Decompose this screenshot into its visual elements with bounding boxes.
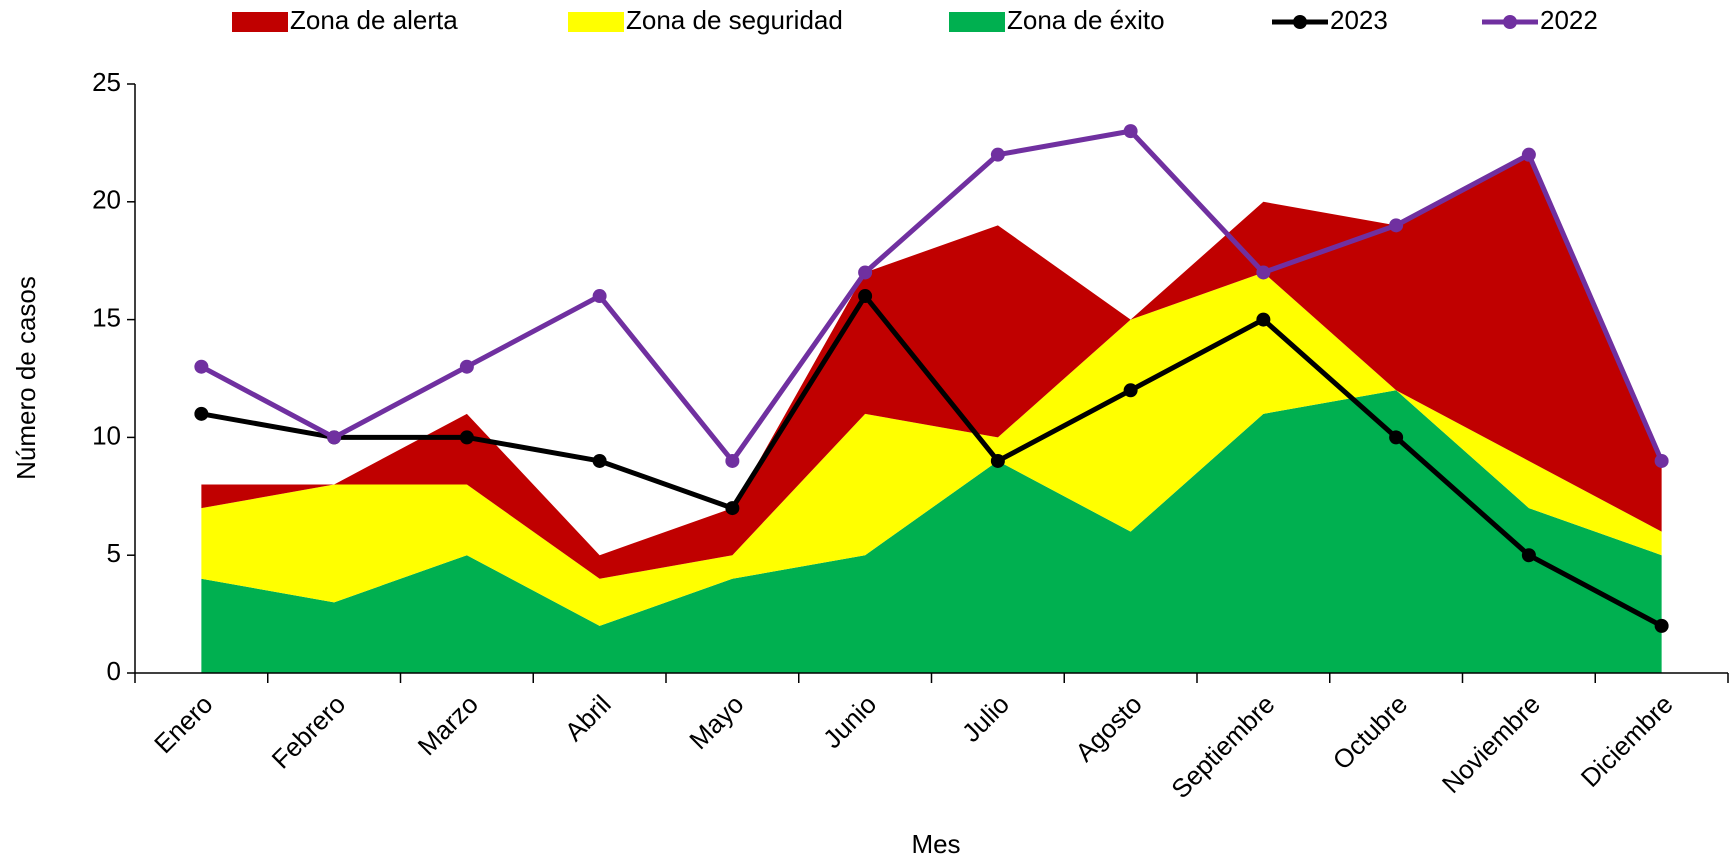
marker [1521,147,1536,162]
x-tick-label: Noviembre [1436,689,1546,799]
line [200,128,1664,464]
marker [194,406,209,421]
marker [1123,383,1138,398]
x-tick-label: Febrero [266,689,352,775]
x-tick-label: Abril [559,689,617,747]
area [201,272,1662,626]
marker [858,289,873,304]
y-tick-label: 25 [92,67,121,97]
areas [201,154,1662,673]
marker [990,453,1005,468]
line [200,293,1663,629]
legend-label: Zona de éxito [1007,5,1165,35]
marker [1123,124,1138,139]
marker [459,359,474,374]
area [201,390,1662,673]
marker [858,265,873,280]
legend-label: 2022 [1540,5,1598,35]
y-tick-label: 0 [107,656,121,686]
legend-marker [1293,15,1307,29]
legend-marker [1503,15,1517,29]
marker [459,430,474,445]
y-axis-label: Número de casos [11,276,41,480]
y-tick-label: 10 [92,420,121,450]
y-tick-label: 15 [92,302,121,332]
marker [1389,430,1404,445]
marker [725,501,740,516]
marker [990,147,1005,162]
x-tick-label: Agosto [1069,689,1147,767]
legend-label: Zona de seguridad [626,5,843,35]
marker [1389,218,1404,233]
legend-label: 2023 [1330,5,1388,35]
marker [1654,618,1669,633]
x-tick-label: Mayo [683,689,749,755]
x-tick-label: Junio [817,689,882,754]
marker [1654,453,1669,468]
axes [127,83,1729,683]
marker [592,289,607,304]
marker [1256,312,1271,327]
x-tick-label: Marzo [412,689,484,761]
lines [194,124,1669,633]
marker [592,453,607,468]
legend-swatch [232,12,288,32]
marker [194,359,209,374]
x-tick-label: Enero [148,689,218,759]
x-tick-label: Diciembre [1575,689,1679,793]
marker [1256,265,1271,280]
x-tick-label: Julio [956,689,1015,748]
legend-swatch [568,12,624,32]
x-tick-label: Septiembre [1165,689,1280,804]
marker [1521,548,1536,563]
legend-label: Zona de alerta [290,5,458,35]
legend-swatch [949,12,1005,32]
x-axis-label: Mes [911,829,960,859]
marker [327,430,342,445]
x-tick-label: Octubre [1327,689,1414,776]
y-tick-label: 5 [107,538,121,568]
y-tick-label: 20 [92,185,121,215]
marker [725,453,740,468]
